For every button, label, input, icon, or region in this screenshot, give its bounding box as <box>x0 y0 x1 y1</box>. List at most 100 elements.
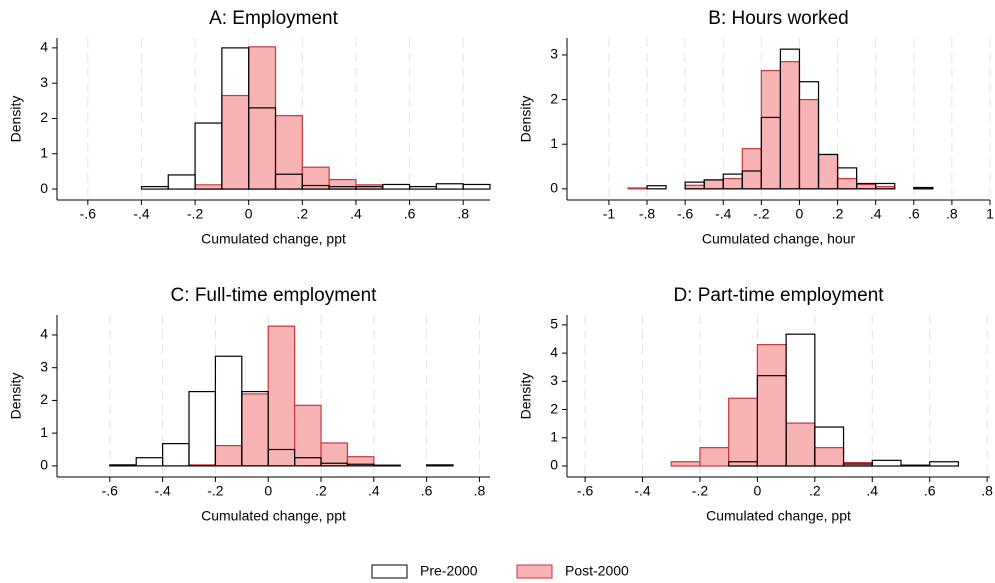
x-tick-label: .8 <box>474 483 486 499</box>
post-bar <box>814 447 845 467</box>
x-tick-label: -.4 <box>133 206 150 222</box>
pre-bar <box>785 333 816 467</box>
pre-bar <box>900 464 931 467</box>
y-tick-label: 3 <box>40 358 48 374</box>
y-tick-label: 1 <box>550 428 558 444</box>
x-axis-label: Cumulated change, ppt <box>706 508 851 524</box>
x-tick-label: -.6 <box>102 483 119 499</box>
x-tick-label: .8 <box>946 206 958 222</box>
panel-title: D: Part-time employment <box>673 285 884 306</box>
y-tick-label: 2 <box>550 90 558 106</box>
x-tick-label: .2 <box>296 206 308 222</box>
x-tick-label: .6 <box>908 206 920 222</box>
legend-label: Pre-2000 <box>420 563 478 579</box>
y-tick-label: 3 <box>550 46 558 62</box>
y-tick-label: 3 <box>550 372 558 388</box>
panel-title: A: Employment <box>209 8 339 29</box>
post-bar <box>328 178 357 190</box>
post-bar <box>221 94 250 190</box>
pre-bar <box>162 443 190 467</box>
pre-bar <box>241 390 269 467</box>
post-bar <box>760 69 782 190</box>
pre-bar <box>294 457 322 467</box>
post-bar <box>267 325 296 467</box>
x-tick-label: .6 <box>421 483 433 499</box>
post-bar <box>703 179 724 190</box>
x-tick-label: -.4 <box>154 483 171 499</box>
pre-bar <box>435 183 464 190</box>
x-tick-label: .8 <box>457 206 469 222</box>
pre-bar <box>798 81 820 190</box>
post-bar <box>627 187 648 190</box>
x-tick-label: -.2 <box>753 206 770 222</box>
y-tick-label: 3 <box>40 74 48 90</box>
x-tick-label: -.6 <box>677 206 694 222</box>
pre-bar <box>140 185 169 190</box>
x-tick-label: .6 <box>404 206 416 222</box>
y-tick-label: 4 <box>40 39 48 55</box>
x-tick-label: .8 <box>981 483 993 499</box>
post-bar <box>699 447 730 467</box>
x-axis-label: Cumulated change, ppt <box>201 231 346 247</box>
post-bar <box>779 61 801 190</box>
panel-title: C: Full-time employment <box>171 285 378 306</box>
y-tick-label: 2 <box>550 400 558 416</box>
x-tick-label: 0 <box>796 206 804 222</box>
y-tick-label: 1 <box>550 135 558 151</box>
post-bar <box>741 148 762 190</box>
pre-bar <box>382 183 411 190</box>
pre-bar <box>373 464 401 467</box>
x-tick-label: .2 <box>809 483 821 499</box>
post-bar <box>214 444 243 467</box>
post-bar <box>856 183 877 190</box>
pre-bar <box>814 426 845 467</box>
pre-bar <box>462 183 491 190</box>
y-tick-label: 4 <box>40 326 48 342</box>
post-bar <box>294 404 322 467</box>
x-tick-label: -.8 <box>639 206 656 222</box>
x-tick-label: -.2 <box>207 483 224 499</box>
post-bar <box>274 115 303 190</box>
x-tick-label: .2 <box>315 483 327 499</box>
x-tick-label: -.4 <box>634 483 651 499</box>
post-bar <box>785 422 816 467</box>
y-axis-label: Density <box>518 96 534 143</box>
x-tick-label: .6 <box>924 483 936 499</box>
x-tick-label: .4 <box>368 483 380 499</box>
x-tick-label: -.6 <box>80 206 97 222</box>
post-bar <box>817 153 839 190</box>
pre-bar <box>135 457 164 467</box>
y-tick-label: 5 <box>550 316 558 332</box>
x-tick-label: .4 <box>870 206 882 222</box>
y-axis-label: Density <box>518 373 534 420</box>
post-bar <box>320 442 349 467</box>
panel-title: B: Hours worked <box>708 8 848 29</box>
post-bar <box>241 393 269 467</box>
x-tick-label: 0 <box>245 206 253 222</box>
y-axis-label: Density <box>8 373 24 420</box>
y-tick-label: 0 <box>40 180 48 196</box>
pre-bar <box>109 464 137 467</box>
x-tick-label: 0 <box>264 483 272 499</box>
y-tick-label: 1 <box>40 144 48 160</box>
x-tick-label: -.2 <box>692 483 709 499</box>
pre-bar <box>871 459 902 467</box>
x-axis-label: Cumulated change, ppt <box>201 508 346 524</box>
pre-bar <box>426 464 454 467</box>
post-bar <box>194 184 223 190</box>
y-tick-label: 0 <box>40 457 48 473</box>
x-tick-label: 0 <box>753 483 761 499</box>
pre-bar <box>194 122 223 190</box>
x-tick-label: .4 <box>350 206 362 222</box>
pre-bar <box>167 174 196 190</box>
pre-bar <box>913 186 934 190</box>
x-tick-label: .4 <box>866 483 878 499</box>
pre-bar <box>875 182 896 190</box>
legend-swatch <box>516 564 553 579</box>
pre-bar <box>274 173 303 190</box>
x-axis-label: Cumulated change, hour <box>702 231 856 247</box>
pre-bar <box>408 185 437 190</box>
pre-bar <box>646 185 667 190</box>
pre-bar <box>836 167 858 190</box>
y-axis-label: Density <box>8 96 24 143</box>
